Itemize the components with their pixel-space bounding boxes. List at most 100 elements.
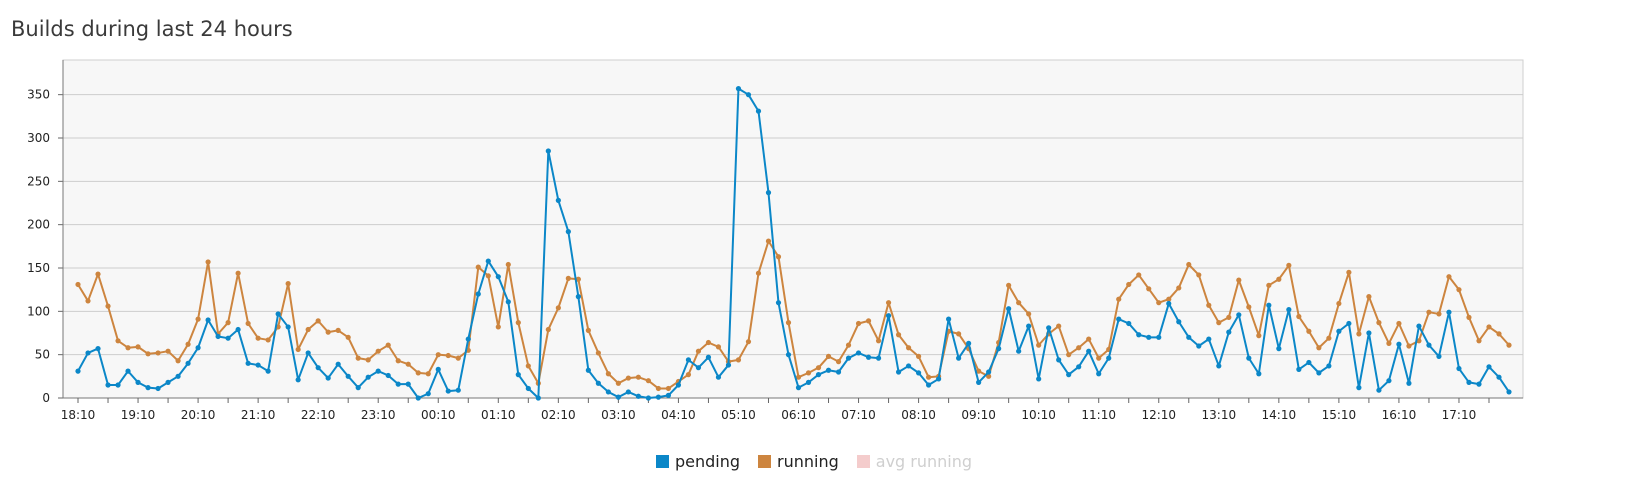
x-tick-label: 13:10 (1202, 408, 1237, 422)
data-point-running (236, 271, 241, 276)
y-tick-label: 100 (27, 304, 50, 318)
data-point-running (756, 271, 761, 276)
data-point-pending (1226, 330, 1231, 335)
data-point-pending (496, 274, 501, 279)
data-point-pending (666, 393, 671, 398)
data-point-pending (175, 374, 180, 379)
data-point-running (366, 357, 371, 362)
legend-item-avg-running[interactable]: avg running (857, 452, 972, 471)
data-point-pending (1406, 381, 1411, 386)
data-point-running (416, 370, 421, 375)
x-tick-label: 21:10 (241, 408, 276, 422)
legend-item-running[interactable]: running (758, 452, 839, 471)
data-point-pending (1056, 357, 1061, 362)
data-point-running (606, 371, 611, 376)
data-point-running (326, 330, 331, 335)
data-point-pending (1216, 363, 1221, 368)
data-point-running (1056, 323, 1061, 328)
data-point-running (1426, 310, 1431, 315)
data-point-running (506, 262, 511, 267)
data-point-pending (376, 369, 381, 374)
data-point-running (896, 332, 901, 337)
x-tick-label: 09:10 (961, 408, 996, 422)
data-point-pending (806, 380, 811, 385)
x-tick-label: 01:10 (481, 408, 516, 422)
data-point-pending (556, 198, 561, 203)
data-point-pending (115, 382, 120, 387)
data-point-pending (756, 109, 761, 114)
data-point-pending (75, 369, 80, 374)
data-point-pending (1486, 364, 1491, 369)
data-point-pending (1296, 367, 1301, 372)
data-point-running (1026, 311, 1031, 316)
data-point-pending (386, 373, 391, 378)
data-point-running (1456, 287, 1461, 292)
data-point-running (296, 347, 301, 352)
data-point-pending (105, 382, 110, 387)
data-point-running (806, 370, 811, 375)
data-point-running (826, 354, 831, 359)
data-point-pending (1416, 323, 1421, 328)
y-tick-label: 0 (42, 391, 50, 405)
data-point-pending (536, 395, 541, 400)
data-point-pending (1076, 364, 1081, 369)
x-tick-label: 23:10 (361, 408, 396, 422)
x-tick-label: 20:10 (181, 408, 216, 422)
data-point-running (776, 254, 781, 259)
data-point-running (1186, 262, 1191, 267)
x-tick-label: 08:10 (901, 408, 936, 422)
data-point-pending (736, 86, 741, 91)
data-point-pending (1176, 319, 1181, 324)
y-tick-label: 150 (27, 261, 50, 275)
data-point-running (666, 386, 671, 391)
data-point-pending (185, 361, 190, 366)
data-point-running (316, 318, 321, 323)
data-point-pending (566, 229, 571, 234)
data-point-running (1016, 300, 1021, 305)
data-point-running (85, 298, 90, 303)
data-point-pending (796, 385, 801, 390)
data-point-running (406, 362, 411, 367)
legend-label-running: running (777, 452, 839, 471)
x-tick-label: 10:10 (1021, 408, 1056, 422)
data-point-pending (1306, 360, 1311, 365)
data-point-pending (786, 352, 791, 357)
data-point-running (836, 359, 841, 364)
legend-label-pending: pending (675, 452, 740, 471)
data-point-running (736, 357, 741, 362)
data-point-pending (1476, 382, 1481, 387)
data-point-pending (1336, 329, 1341, 334)
data-point-pending (1116, 317, 1121, 322)
x-tick-label: 15:10 (1322, 408, 1357, 422)
data-point-pending (1246, 356, 1251, 361)
x-tick-label: 07:10 (841, 408, 876, 422)
data-point-pending (416, 395, 421, 400)
y-tick-label: 350 (27, 88, 50, 102)
data-point-pending (886, 313, 891, 318)
data-point-pending (476, 291, 481, 296)
data-point-pending (526, 386, 531, 391)
legend-item-pending[interactable]: pending (656, 452, 740, 471)
data-point-pending (266, 369, 271, 374)
data-point-pending (95, 346, 100, 351)
data-point-running (566, 276, 571, 281)
data-point-pending (1236, 312, 1241, 317)
data-point-running (1216, 320, 1221, 325)
data-point-pending (1286, 307, 1291, 312)
data-point-pending (1366, 330, 1371, 335)
data-point-running (1146, 286, 1151, 291)
data-point-pending (306, 350, 311, 355)
data-point-running (1376, 320, 1381, 325)
data-point-running (1356, 331, 1361, 336)
data-point-running (1276, 277, 1281, 282)
data-point-running (906, 345, 911, 350)
data-point-pending (1386, 378, 1391, 383)
data-point-pending (546, 148, 551, 153)
data-point-running (766, 239, 771, 244)
data-point-pending (296, 377, 301, 382)
data-point-running (1406, 343, 1411, 348)
data-point-pending (135, 380, 140, 385)
data-point-pending (706, 355, 711, 360)
data-point-running (646, 378, 651, 383)
data-point-running (1236, 278, 1241, 283)
